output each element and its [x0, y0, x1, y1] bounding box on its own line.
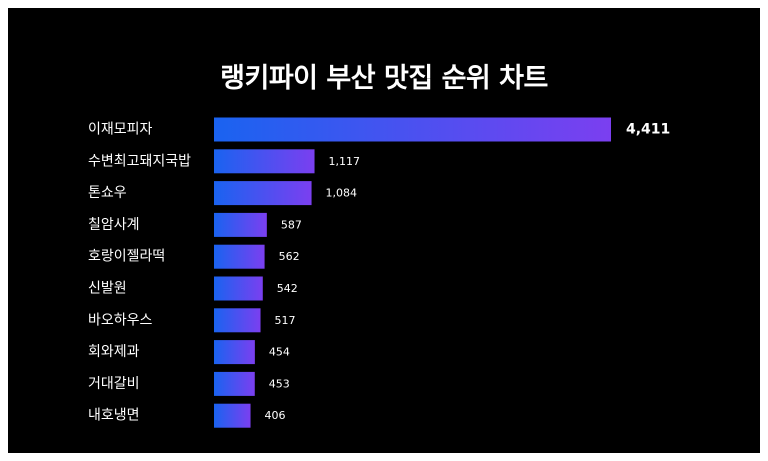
category-label: 호랑이젤라떡 [88, 249, 165, 265]
value-label: 542 [277, 282, 298, 295]
value-label: 517 [275, 314, 296, 327]
category-label: 수변최고돼지국밥 [88, 153, 191, 169]
bar [214, 212, 267, 237]
bar [214, 117, 611, 142]
category-label: 내호냉면 [88, 408, 140, 424]
value-label: 453 [269, 377, 290, 390]
bar [214, 181, 312, 206]
bar [214, 340, 255, 365]
bar [214, 308, 261, 333]
bar [214, 403, 251, 428]
category-label: 바오하우스 [88, 312, 153, 328]
bar [214, 276, 263, 301]
category-label: 신발원 [88, 281, 127, 297]
category-label: 칠암사계 [88, 217, 140, 233]
value-label: 454 [269, 346, 290, 359]
bars-layer: 이재모피자 4,411 수변최고돼지국밥 1,117 톤쇼우 1,084 칠암사계 587 호랑… [88, 117, 670, 428]
value-label: 562 [279, 250, 300, 263]
category-label: 톤쇼우 [88, 185, 127, 201]
value-label: 406 [265, 409, 286, 422]
chart-panel: 랭키파이 부산 맛집 순위 차트 [8, 8, 760, 453]
bar [214, 371, 255, 396]
value-label: 1,117 [329, 155, 361, 168]
value-label: 4,411 [626, 122, 670, 138]
bar [214, 149, 315, 174]
value-label: 1,084 [326, 187, 358, 200]
category-label: 이재모피자 [88, 122, 153, 138]
chart-title: 랭키파이 부산 맛집 순위 차트 [220, 63, 548, 94]
category-label: 회와제과 [88, 344, 140, 360]
bar [214, 244, 265, 269]
value-label: 587 [281, 218, 302, 231]
category-label: 거대갈비 [88, 376, 140, 392]
